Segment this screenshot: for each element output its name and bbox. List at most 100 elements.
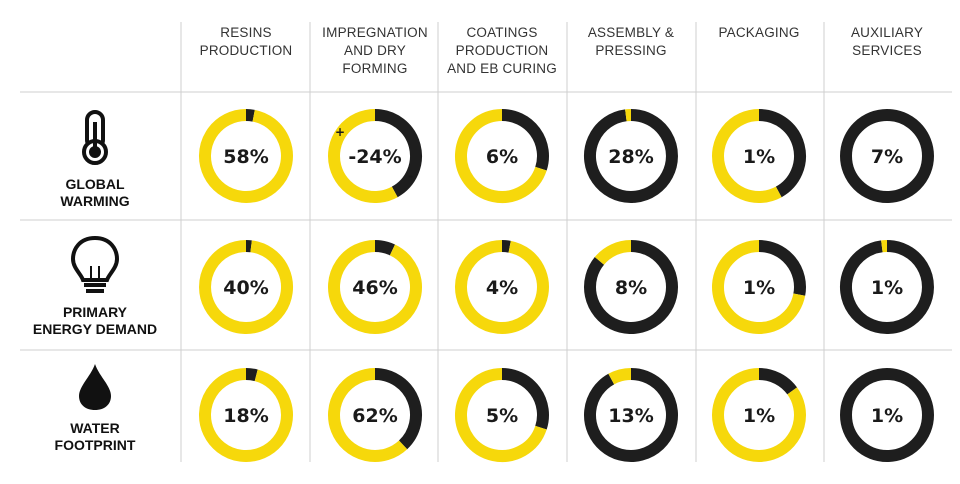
donut-value-label: 28% xyxy=(608,146,653,168)
column-header-line: RESINS xyxy=(220,25,272,40)
column-header-line: FORMING xyxy=(342,61,408,76)
donut-value-label: 8% xyxy=(615,277,647,299)
donut-dark-segment xyxy=(501,109,549,171)
donut-dark-segment xyxy=(758,368,798,395)
donut-dark-segment xyxy=(758,240,806,296)
column-header: RESINS PRODUCTION xyxy=(182,24,310,60)
donut-cell: 4% xyxy=(454,240,549,334)
column-header-line: AUXILIARY xyxy=(850,25,924,40)
row-label-line: WATER xyxy=(70,420,120,436)
thermometer-icon xyxy=(0,108,200,171)
donut-yellow-segment xyxy=(454,240,549,334)
plus-sign: + xyxy=(335,125,345,139)
donut-cell: 6% xyxy=(455,109,549,203)
column-header-line: PRESSING xyxy=(595,43,667,58)
donut-yellow-segment xyxy=(712,368,806,462)
donut-value-label: -24% xyxy=(348,146,401,168)
donut-dark-segment xyxy=(374,240,396,256)
row-label-line: FOOTPRINT xyxy=(54,437,136,453)
column-header: COATINGS PRODUCTION AND EB CURING xyxy=(438,24,566,78)
donut-dark-segment xyxy=(584,240,678,334)
row-label-line: WARMING xyxy=(60,193,130,209)
column-header: AUXILIARY SERVICES xyxy=(823,24,951,60)
column-header-line: COATINGS xyxy=(466,25,538,40)
row-label-line: PRIMARY xyxy=(62,304,128,320)
donut-value-label: 40% xyxy=(223,277,268,299)
donut-dark-segment xyxy=(245,368,258,382)
donut-value-label: 13% xyxy=(608,405,653,427)
donut-value-label: 18% xyxy=(223,405,268,427)
donut-dark-segment xyxy=(839,240,934,334)
donut-yellow-segment xyxy=(455,368,547,462)
column-header-line: AND DRY xyxy=(344,43,406,58)
donut-value-label: 1% xyxy=(871,277,903,299)
row-label: WATER FOOTPRINT xyxy=(20,420,170,454)
row-label: GLOBAL WARMING xyxy=(20,176,170,210)
donut-cell: 1% xyxy=(839,239,934,334)
donut-cell: 1% xyxy=(712,368,806,462)
donut-dark-segment xyxy=(245,109,255,122)
column-header-line: AND EB CURING xyxy=(447,61,557,76)
donut-cell: 28% xyxy=(583,108,678,203)
donut-yellow-segment xyxy=(328,368,408,462)
donut-cell: -24%+ - xyxy=(328,109,422,203)
water-drop-icon xyxy=(0,362,200,417)
donut-value-label: 58% xyxy=(223,146,268,168)
donut-cell: 7% xyxy=(840,109,934,203)
donut-yellow-segment xyxy=(608,368,632,385)
donut-cell: 1% xyxy=(712,109,806,203)
donut-dark-segment xyxy=(583,109,678,203)
donut-cell: 1% xyxy=(712,240,806,334)
column-header-line: ASSEMBLY & xyxy=(587,25,675,40)
donut-yellow-segment xyxy=(712,109,782,203)
minus-sign: - xyxy=(408,169,413,183)
donut-dark-segment xyxy=(584,368,678,462)
donut-yellow-segment xyxy=(594,240,632,265)
column-header: PACKAGING xyxy=(695,24,823,42)
donut-dark-segment xyxy=(501,368,549,430)
donut-yellow-segment xyxy=(328,109,398,203)
donut-yellow-segment xyxy=(198,109,293,203)
column-header-line: PRODUCTION xyxy=(455,43,549,58)
column-header-line: PRODUCTION xyxy=(199,43,293,58)
row-label-line: ENERGY DEMAND xyxy=(32,321,158,337)
column-header: IMPREGNATION AND DRY FORMING xyxy=(311,24,439,78)
donut-cell: 58% xyxy=(198,109,293,203)
donut-value-label: 7% xyxy=(871,146,903,168)
row-label-line: GLOBAL xyxy=(65,176,125,192)
lightbulb-icon xyxy=(0,234,200,301)
column-header-line: SERVICES xyxy=(852,43,922,58)
donut-yellow-segment xyxy=(455,109,547,203)
donut-dark-segment xyxy=(374,368,422,450)
column-header-line: PACKAGING xyxy=(718,25,800,40)
donut-cell: 5% xyxy=(455,368,549,462)
donut-cell: 13% xyxy=(584,368,678,462)
donut-cell: 40% xyxy=(199,239,294,334)
column-header-line: IMPREGNATION xyxy=(322,25,428,40)
donut-cell: 18% xyxy=(199,368,293,462)
donut-value-label: 1% xyxy=(743,146,775,168)
donut-value-label: 6% xyxy=(486,146,518,168)
column-header: ASSEMBLY & PRESSING xyxy=(567,24,695,60)
donut-value-label: 62% xyxy=(352,405,397,427)
donut-value-label: 1% xyxy=(743,405,775,427)
donut-dark-segment xyxy=(840,109,934,203)
donut-value-label: 5% xyxy=(486,405,518,427)
donut-value-label: 46% xyxy=(352,277,397,299)
donut-cell: 62% xyxy=(328,368,422,462)
donut-dark-segment xyxy=(501,240,511,253)
donut-cell: 1% xyxy=(840,368,934,462)
donut-dark-segment xyxy=(374,109,422,198)
donut-yellow-segment xyxy=(199,240,294,334)
donut-yellow-segment xyxy=(328,240,422,334)
donut-value-label: 4% xyxy=(486,277,518,299)
row-label: PRIMARY ENERGY DEMAND xyxy=(20,304,170,338)
donut-cell: 46% xyxy=(328,240,422,334)
donut-dark-segment xyxy=(758,109,806,198)
donut-dark-segment xyxy=(840,368,934,462)
donut-value-label: 1% xyxy=(871,405,903,427)
donut-value-label: 1% xyxy=(743,277,775,299)
